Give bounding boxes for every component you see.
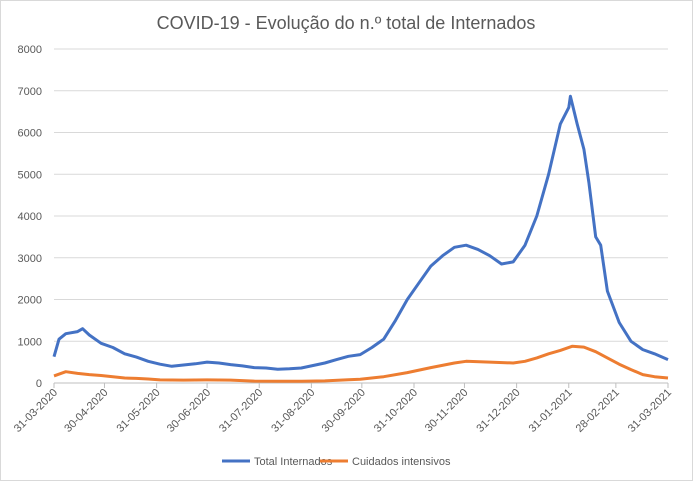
series-line-total-internados (52, 94, 669, 371)
y-tick-label: 0 (36, 378, 42, 390)
y-tick-label: 8000 (18, 44, 42, 56)
y-tick-label: 3000 (18, 253, 42, 265)
y-tick-label: 5000 (18, 169, 42, 181)
y-tick-label: 2000 (18, 295, 42, 307)
series-line-cuidados-intensivos (53, 344, 669, 383)
y-tick-label: 7000 (18, 86, 42, 98)
legend-label: Total Internados (254, 456, 333, 468)
y-tick-label: 6000 (18, 128, 42, 140)
y-tick-label: 1000 (18, 336, 42, 348)
y-tick-label: 4000 (18, 211, 42, 223)
legend-label: Cuidados intensivos (352, 456, 451, 468)
chart-title: COVID-19 - Evolução do n.º total de Inte… (157, 13, 536, 33)
